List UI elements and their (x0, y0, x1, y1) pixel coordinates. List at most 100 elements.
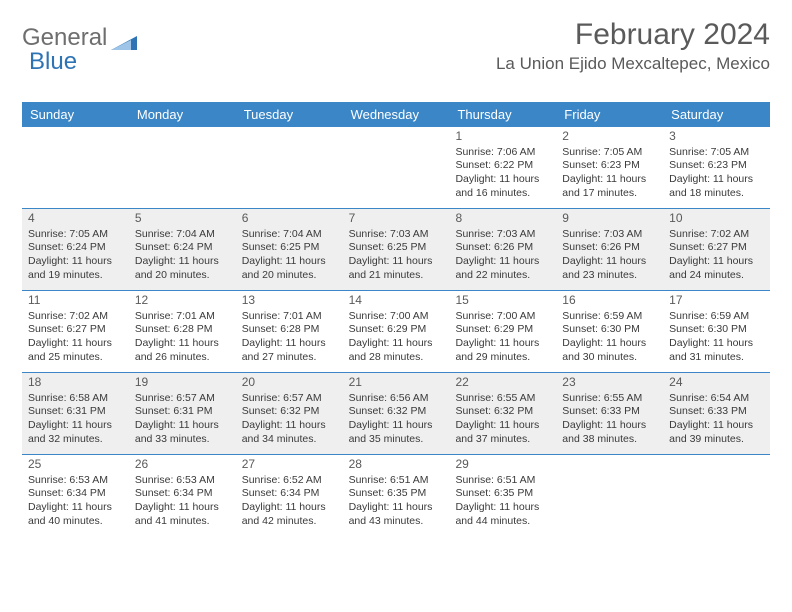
sunrise-text: Sunrise: 6:52 AM (242, 474, 337, 488)
sunset-text: Sunset: 6:32 PM (455, 405, 550, 419)
day-number: 14 (349, 293, 444, 309)
day-cell: 10Sunrise: 7:02 AMSunset: 6:27 PMDayligh… (663, 209, 770, 291)
sunset-text: Sunset: 6:34 PM (242, 487, 337, 501)
sunrise-text: Sunrise: 6:59 AM (669, 310, 764, 324)
daylight-text: Daylight: 11 hours (562, 255, 657, 269)
day-number: 19 (135, 375, 230, 391)
daylight-text: and 25 minutes. (28, 351, 123, 365)
week-row: 11Sunrise: 7:02 AMSunset: 6:27 PMDayligh… (22, 291, 770, 373)
weekday-header-row: Sunday Monday Tuesday Wednesday Thursday… (22, 102, 770, 127)
page: General February 2024 La Union Ejido Mex… (0, 0, 792, 543)
week-row: 1Sunrise: 7:06 AMSunset: 6:22 PMDaylight… (22, 127, 770, 209)
day-cell: 28Sunrise: 6:51 AMSunset: 6:35 PMDayligh… (343, 455, 450, 533)
daylight-text: and 26 minutes. (135, 351, 230, 365)
daylight-text: and 34 minutes. (242, 433, 337, 447)
sunrise-text: Sunrise: 7:00 AM (349, 310, 444, 324)
day-number: 28 (349, 457, 444, 473)
daylight-text: and 39 minutes. (669, 433, 764, 447)
sunrise-text: Sunrise: 7:00 AM (455, 310, 550, 324)
logo: General (22, 18, 139, 52)
day-cell: 3Sunrise: 7:05 AMSunset: 6:23 PMDaylight… (663, 127, 770, 209)
title-block: February 2024 La Union Ejido Mexcaltepec… (496, 18, 770, 74)
sunrise-text: Sunrise: 7:01 AM (242, 310, 337, 324)
day-cell: 11Sunrise: 7:02 AMSunset: 6:27 PMDayligh… (22, 291, 129, 373)
day-cell: 1Sunrise: 7:06 AMSunset: 6:22 PMDaylight… (449, 127, 556, 209)
sunset-text: Sunset: 6:27 PM (28, 323, 123, 337)
sunset-text: Sunset: 6:27 PM (669, 241, 764, 255)
daylight-text: and 29 minutes. (455, 351, 550, 365)
sunset-text: Sunset: 6:28 PM (242, 323, 337, 337)
daylight-text: Daylight: 11 hours (562, 173, 657, 187)
daylight-text: Daylight: 11 hours (455, 501, 550, 515)
daylight-text: Daylight: 11 hours (135, 501, 230, 515)
sunrise-text: Sunrise: 6:58 AM (28, 392, 123, 406)
empty-cell (556, 455, 663, 533)
weekday-header: Wednesday (343, 102, 450, 127)
sunset-text: Sunset: 6:31 PM (135, 405, 230, 419)
day-number: 6 (242, 211, 337, 227)
daylight-text: Daylight: 11 hours (28, 337, 123, 351)
sunset-text: Sunset: 6:29 PM (455, 323, 550, 337)
day-cell: 17Sunrise: 6:59 AMSunset: 6:30 PMDayligh… (663, 291, 770, 373)
sunset-text: Sunset: 6:22 PM (455, 159, 550, 173)
day-number: 17 (669, 293, 764, 309)
sunset-text: Sunset: 6:34 PM (135, 487, 230, 501)
daylight-text: Daylight: 11 hours (349, 419, 444, 433)
day-number: 10 (669, 211, 764, 227)
day-cell: 23Sunrise: 6:55 AMSunset: 6:33 PMDayligh… (556, 373, 663, 455)
day-cell: 14Sunrise: 7:00 AMSunset: 6:29 PMDayligh… (343, 291, 450, 373)
empty-cell (343, 127, 450, 209)
sunset-text: Sunset: 6:33 PM (562, 405, 657, 419)
sunset-text: Sunset: 6:31 PM (28, 405, 123, 419)
header-row: General February 2024 La Union Ejido Mex… (22, 18, 770, 74)
sunrise-text: Sunrise: 7:04 AM (135, 228, 230, 242)
day-cell: 24Sunrise: 6:54 AMSunset: 6:33 PMDayligh… (663, 373, 770, 455)
daylight-text: Daylight: 11 hours (28, 255, 123, 269)
month-title: February 2024 (496, 18, 770, 52)
day-cell: 8Sunrise: 7:03 AMSunset: 6:26 PMDaylight… (449, 209, 556, 291)
day-cell: 27Sunrise: 6:52 AMSunset: 6:34 PMDayligh… (236, 455, 343, 533)
daylight-text: Daylight: 11 hours (562, 419, 657, 433)
daylight-text: and 22 minutes. (455, 269, 550, 283)
daylight-text: and 16 minutes. (455, 187, 550, 201)
daylight-text: Daylight: 11 hours (135, 255, 230, 269)
sunset-text: Sunset: 6:24 PM (135, 241, 230, 255)
day-cell: 4Sunrise: 7:05 AMSunset: 6:24 PMDaylight… (22, 209, 129, 291)
daylight-text: and 19 minutes. (28, 269, 123, 283)
sunset-text: Sunset: 6:28 PM (135, 323, 230, 337)
week-row: 25Sunrise: 6:53 AMSunset: 6:34 PMDayligh… (22, 455, 770, 533)
sunrise-text: Sunrise: 7:05 AM (562, 146, 657, 160)
day-number: 23 (562, 375, 657, 391)
day-number: 2 (562, 129, 657, 145)
daylight-text: Daylight: 11 hours (349, 255, 444, 269)
weeks-container: 1Sunrise: 7:06 AMSunset: 6:22 PMDaylight… (22, 127, 770, 533)
daylight-text: Daylight: 11 hours (349, 337, 444, 351)
daylight-text: and 30 minutes. (562, 351, 657, 365)
day-number: 22 (455, 375, 550, 391)
daylight-text: Daylight: 11 hours (669, 173, 764, 187)
weekday-header: Friday (556, 102, 663, 127)
sunset-text: Sunset: 6:34 PM (28, 487, 123, 501)
daylight-text: Daylight: 11 hours (242, 501, 337, 515)
sunrise-text: Sunrise: 7:03 AM (349, 228, 444, 242)
day-cell: 25Sunrise: 6:53 AMSunset: 6:34 PMDayligh… (22, 455, 129, 533)
sunset-text: Sunset: 6:32 PM (242, 405, 337, 419)
sunset-text: Sunset: 6:23 PM (669, 159, 764, 173)
day-number: 26 (135, 457, 230, 473)
day-number: 25 (28, 457, 123, 473)
daylight-text: and 21 minutes. (349, 269, 444, 283)
daylight-text: Daylight: 11 hours (242, 255, 337, 269)
sunset-text: Sunset: 6:25 PM (242, 241, 337, 255)
daylight-text: and 28 minutes. (349, 351, 444, 365)
daylight-text: and 20 minutes. (242, 269, 337, 283)
sunrise-text: Sunrise: 6:51 AM (455, 474, 550, 488)
sunset-text: Sunset: 6:33 PM (669, 405, 764, 419)
sunrise-text: Sunrise: 7:04 AM (242, 228, 337, 242)
daylight-text: and 32 minutes. (28, 433, 123, 447)
day-number: 4 (28, 211, 123, 227)
daylight-text: and 18 minutes. (669, 187, 764, 201)
weekday-header: Sunday (22, 102, 129, 127)
daylight-text: Daylight: 11 hours (669, 419, 764, 433)
sunrise-text: Sunrise: 6:51 AM (349, 474, 444, 488)
day-cell: 15Sunrise: 7:00 AMSunset: 6:29 PMDayligh… (449, 291, 556, 373)
